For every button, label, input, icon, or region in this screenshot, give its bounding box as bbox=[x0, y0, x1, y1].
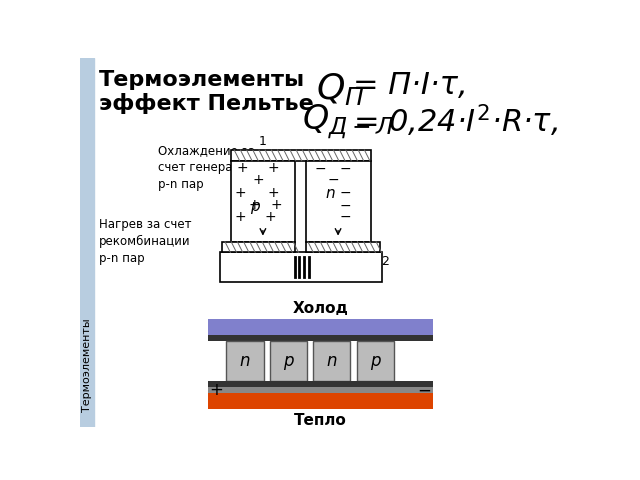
Text: n: n bbox=[326, 186, 335, 201]
Text: p: p bbox=[370, 352, 381, 370]
Text: Тепло: Тепло bbox=[294, 413, 347, 428]
Text: p: p bbox=[250, 200, 259, 215]
Text: = 0,24·$I^{2}$·R·τ,: = 0,24·$I^{2}$·R·τ, bbox=[353, 102, 558, 139]
Text: −: − bbox=[339, 198, 351, 213]
Text: −: − bbox=[339, 186, 351, 200]
Text: Нагрев за счет
рекомбинации
p-n пар: Нагрев за счет рекомбинации p-n пар bbox=[99, 218, 191, 265]
Bar bbox=[220, 252, 382, 282]
Text: n: n bbox=[326, 352, 337, 370]
Bar bbox=[231, 161, 296, 241]
Text: Охлаждение за
счет генерации
p-n пар: Охлаждение за счет генерации p-n пар bbox=[157, 144, 255, 191]
Bar bbox=[208, 319, 433, 335]
Text: +: + bbox=[270, 198, 282, 213]
Bar bbox=[222, 241, 296, 252]
Bar bbox=[313, 341, 351, 381]
Text: −: − bbox=[314, 161, 326, 176]
Text: −: − bbox=[417, 381, 431, 399]
Bar bbox=[208, 393, 433, 409]
Text: +: + bbox=[209, 381, 223, 399]
Text: +: + bbox=[264, 210, 276, 224]
Text: +: + bbox=[235, 186, 246, 200]
Bar bbox=[80, 58, 94, 427]
Text: −: − bbox=[339, 161, 351, 176]
Bar bbox=[307, 241, 380, 252]
Text: −: − bbox=[328, 173, 339, 187]
Text: Термоэлементы: Термоэлементы bbox=[82, 319, 92, 412]
Text: +: + bbox=[268, 161, 280, 176]
Text: = П·I·τ,: = П·I·τ, bbox=[353, 72, 468, 100]
Text: −: − bbox=[339, 210, 351, 224]
Text: 1: 1 bbox=[259, 135, 267, 148]
Bar bbox=[208, 387, 433, 393]
Bar bbox=[208, 335, 433, 341]
Bar bbox=[227, 341, 264, 381]
Text: +: + bbox=[268, 186, 280, 200]
Bar bbox=[270, 341, 307, 381]
Bar bbox=[356, 341, 394, 381]
Text: n: n bbox=[240, 352, 250, 370]
Text: $Q_{\mathregular{Д-Л}}$: $Q_{\mathregular{Д-Л}}$ bbox=[303, 102, 394, 141]
Text: +: + bbox=[252, 173, 264, 187]
Text: +: + bbox=[248, 198, 260, 213]
Text: Термоэлементы: Термоэлементы bbox=[99, 70, 305, 90]
Text: Холод: Холод bbox=[292, 300, 348, 315]
Text: +: + bbox=[237, 161, 248, 176]
Text: +: + bbox=[235, 210, 246, 224]
Text: 2: 2 bbox=[381, 255, 389, 268]
Text: эффект Пельтье: эффект Пельтье bbox=[99, 93, 314, 114]
Text: p: p bbox=[284, 352, 294, 370]
Text: $Q_{\mathregular{П}}$: $Q_{\mathregular{П}}$ bbox=[316, 72, 365, 108]
Bar bbox=[307, 161, 371, 241]
Bar bbox=[208, 381, 433, 387]
Bar bbox=[231, 150, 371, 161]
